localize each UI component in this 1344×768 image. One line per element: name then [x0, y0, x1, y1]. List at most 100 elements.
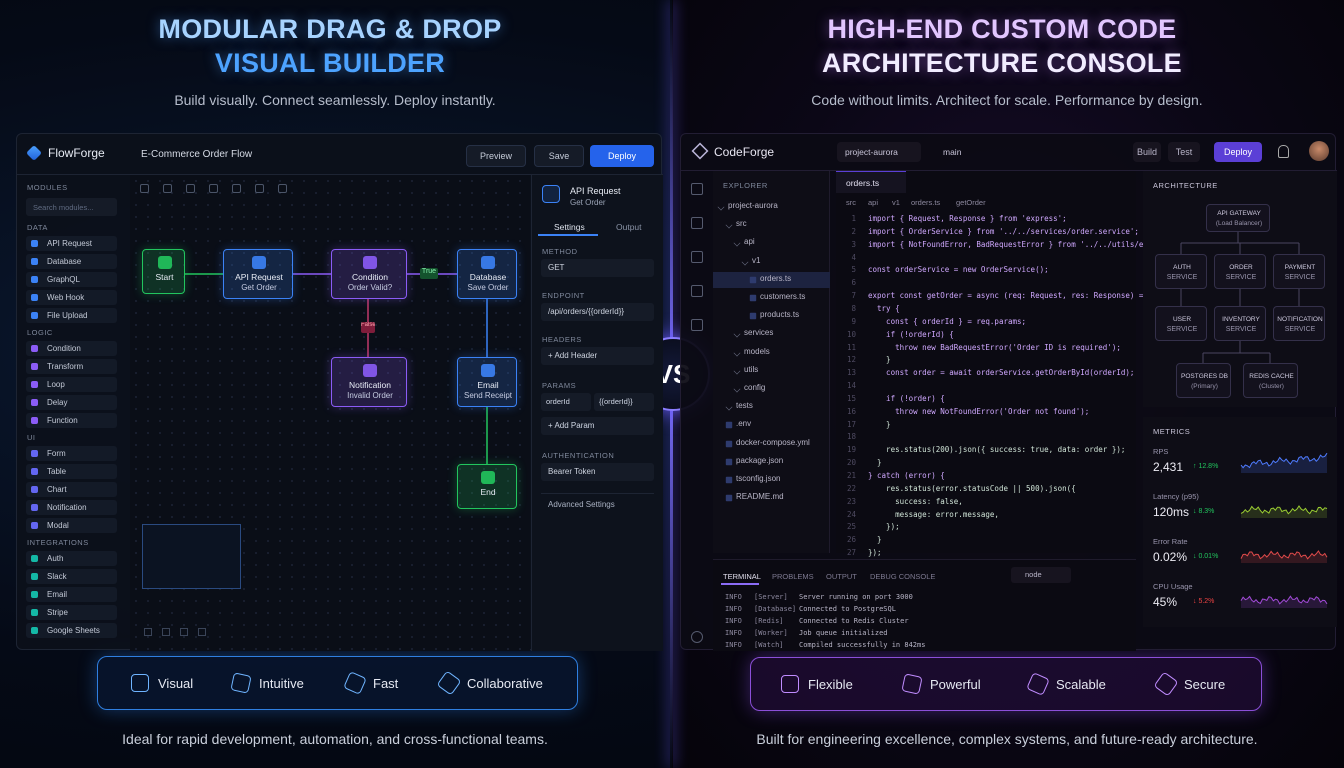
file-item[interactable]: tests — [713, 399, 830, 415]
file-item[interactable]: config — [713, 381, 830, 397]
file-name[interactable]: docker-compose.yml — [736, 437, 810, 447]
toolbar-button[interactable]: Preview — [466, 145, 526, 167]
file-item[interactable]: services — [713, 326, 830, 342]
feature-label: Scalable — [1056, 677, 1106, 692]
file-name[interactable]: package.json — [736, 455, 784, 465]
module-item[interactable]: File Upload — [26, 308, 117, 323]
terminal-tab[interactable]: DEBUG CONSOLE — [870, 572, 936, 581]
advanced-button[interactable]: Advanced Settings — [541, 493, 654, 513]
module-item[interactable]: Google Sheets — [26, 623, 117, 638]
file-name[interactable]: tsconfig.json — [736, 474, 781, 483]
module-item[interactable]: Form — [26, 446, 117, 461]
toolbar-button[interactable]: Build — [1133, 142, 1161, 162]
file-name[interactable]: utils — [744, 364, 759, 374]
terminal-tab[interactable]: PROBLEMS — [772, 572, 814, 581]
file-name[interactable]: tests — [736, 401, 753, 411]
module-item[interactable]: Web Hook — [26, 290, 117, 305]
file-icon[interactable] — [725, 476, 733, 484]
file-name[interactable]: src — [736, 219, 747, 229]
module-icon — [31, 522, 38, 529]
file-name[interactable]: project-aurora — [728, 201, 778, 210]
file-name[interactable]: README.md — [736, 492, 784, 502]
module-item[interactable]: Function — [26, 413, 117, 428]
terminal: TERMINAL PROBLEMS OUTPUT DEBUG CONSOLE node I… — [713, 559, 1136, 651]
module-item[interactable]: API Request — [26, 236, 117, 251]
logo-text: FlowForge — [48, 146, 105, 160]
file-item[interactable]: .env — [713, 417, 830, 433]
file-icon[interactable] — [725, 458, 733, 465]
file-item[interactable]: src — [713, 217, 830, 233]
architecture-node-label: ORDER — [1229, 263, 1253, 271]
file-icon[interactable] — [749, 294, 757, 302]
file-icon[interactable] — [725, 422, 733, 429]
file-item[interactable]: v1 — [713, 254, 830, 270]
module-item[interactable]: Modal — [26, 518, 117, 533]
module-item[interactable]: Table — [26, 464, 117, 479]
module-item[interactable]: Chart — [26, 482, 117, 497]
module-item[interactable]: Transform — [26, 359, 117, 374]
node-title: Notification — [348, 380, 392, 390]
terminal-tab[interactable]: OUTPUT — [826, 572, 857, 581]
tab-underline[interactable] — [721, 583, 759, 585]
toolbar-button[interactable]: Deploy — [1214, 142, 1262, 162]
file-item[interactable]: orders.ts — [713, 271, 830, 288]
terminal-tab[interactable]: TERMINAL — [723, 572, 761, 581]
module-item[interactable]: Email — [26, 587, 117, 602]
toolbar-button[interactable]: Test — [1168, 142, 1200, 162]
file-icon[interactable] — [725, 494, 733, 502]
file-item[interactable]: models — [713, 345, 830, 361]
zoom-control — [162, 628, 170, 636]
node-icon — [363, 256, 377, 269]
metric-change: ↓ 0.01% — [1193, 553, 1219, 560]
activity-icon — [691, 319, 703, 331]
file-name[interactable]: services — [744, 328, 774, 338]
add-param-button[interactable]: + Add Param — [541, 417, 654, 435]
module-item[interactable]: Delay — [26, 395, 117, 410]
file-item[interactable]: package.json — [713, 454, 830, 470]
file-name[interactable]: orders.ts — [760, 273, 792, 283]
module-item[interactable]: Auth — [26, 551, 117, 566]
flow-node: Condition Order Valid? — [331, 249, 407, 299]
editor-tab[interactable]: orders.ts — [836, 171, 906, 193]
file-name[interactable]: .env — [736, 419, 752, 429]
file-item[interactable]: products.ts — [713, 308, 830, 324]
file-icon[interactable] — [749, 276, 757, 283]
toolbar-button[interactable]: Save — [534, 145, 584, 167]
tab-underline[interactable] — [538, 234, 598, 236]
toolbar-button[interactable]: Deploy — [590, 145, 654, 167]
file-item[interactable]: utils — [713, 363, 830, 379]
file-name[interactable]: customers.ts — [760, 292, 806, 301]
folder-icon — [733, 385, 741, 393]
panel-tab[interactable]: Output — [616, 222, 642, 232]
file-name[interactable]: v1 — [752, 255, 761, 265]
file-item[interactable]: docker-compose.yml — [713, 436, 830, 452]
file-icon[interactable] — [749, 312, 757, 320]
module-item[interactable]: GraphQL — [26, 272, 117, 287]
file-item[interactable]: customers.ts — [713, 290, 830, 306]
metrics-panel: METRICS RPS 2,431 ↑ 12.8% Latency (p95) 120ms… — [1143, 417, 1337, 627]
module-item[interactable]: Database — [26, 254, 117, 269]
file-name[interactable]: products.ts — [760, 310, 800, 320]
module-item[interactable]: Stripe — [26, 605, 117, 620]
file-icon[interactable] — [725, 440, 733, 447]
file-name[interactable]: models — [744, 346, 770, 356]
folder-icon — [733, 367, 741, 375]
file-item[interactable]: tsconfig.json — [713, 472, 830, 488]
module-item[interactable]: Condition — [26, 341, 117, 356]
metric-name: RPS — [1153, 447, 1169, 456]
module-item[interactable]: Loop — [26, 377, 117, 392]
file-name[interactable]: config — [744, 383, 766, 392]
file-item[interactable]: README.md — [713, 490, 830, 506]
builder-app: FlowForge E-Commerce Order Flow Preview Sav… — [16, 133, 663, 651]
file-item[interactable]: project-aurora — [713, 199, 830, 215]
log-message: Server running on port 3000 — [799, 593, 913, 601]
file-item[interactable]: api — [713, 235, 830, 251]
file-name[interactable]: api — [744, 237, 755, 247]
module-label: Stripe — [47, 608, 68, 617]
code-line: message: error.message, — [868, 509, 999, 519]
module-item[interactable]: Slack — [26, 569, 117, 584]
add-header-button[interactable]: + Add Header — [541, 347, 654, 365]
module-item[interactable]: Notification — [26, 500, 117, 515]
line-number: 5 — [851, 265, 856, 275]
panel-tab[interactable]: Settings — [554, 222, 585, 232]
